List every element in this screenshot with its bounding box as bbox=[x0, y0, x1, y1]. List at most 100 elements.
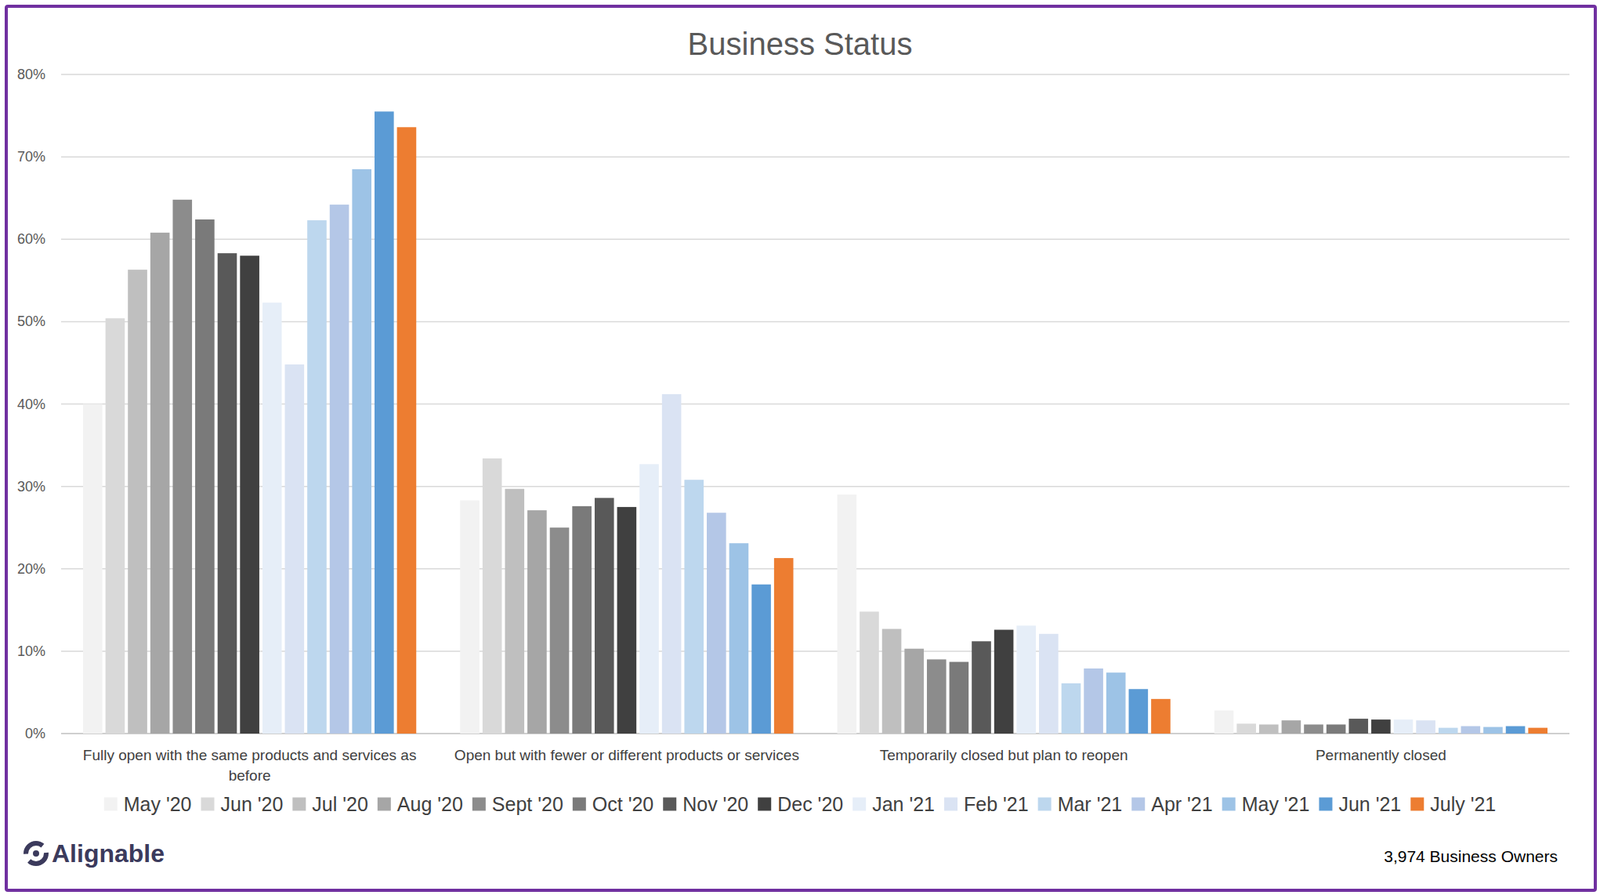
bar bbox=[1016, 625, 1036, 734]
legend-label: Jan '21 bbox=[872, 792, 935, 815]
bar bbox=[1129, 688, 1149, 734]
bar bbox=[1083, 668, 1104, 734]
category-label: Temporarily closed but plan to reopen bbox=[879, 746, 1129, 764]
legend-label: Feb '21 bbox=[963, 792, 1029, 815]
bar bbox=[1393, 719, 1414, 734]
bar bbox=[550, 527, 570, 734]
bar bbox=[374, 111, 395, 734]
legend-label: Dec '20 bbox=[777, 792, 844, 815]
legend-swatch bbox=[852, 797, 866, 811]
legend-label: Jun '20 bbox=[220, 792, 283, 815]
logo-icon bbox=[32, 850, 40, 857]
bar bbox=[285, 364, 305, 734]
category-label: Permanently closed bbox=[1315, 746, 1447, 764]
legend-label: July '21 bbox=[1429, 792, 1496, 815]
bar bbox=[904, 648, 924, 734]
bar bbox=[1415, 720, 1436, 734]
legend-label: Mar '21 bbox=[1057, 792, 1123, 815]
bar bbox=[527, 510, 547, 734]
logo-icon bbox=[25, 843, 47, 864]
legend-swatch bbox=[1038, 797, 1052, 811]
bar bbox=[239, 255, 260, 734]
y-tick-label: 80% bbox=[17, 66, 46, 83]
legend-swatch bbox=[662, 797, 677, 811]
legend-swatch bbox=[472, 797, 486, 811]
y-tick-label: 70% bbox=[17, 148, 46, 165]
legend-swatch bbox=[292, 797, 306, 811]
legend-label: May '20 bbox=[123, 792, 192, 815]
bar bbox=[127, 269, 148, 734]
legend-swatch bbox=[1131, 797, 1145, 811]
chart: Business Status0%10%20%30%40%50%60%70%80… bbox=[0, 0, 1600, 895]
bar bbox=[949, 662, 970, 734]
legend-label: Jun '21 bbox=[1338, 792, 1401, 815]
bar bbox=[1236, 723, 1257, 734]
grid-line bbox=[61, 73, 1570, 76]
bar bbox=[150, 232, 171, 734]
category-label: Fully open with the same products and se… bbox=[83, 746, 417, 784]
title: Business Status bbox=[687, 26, 913, 62]
bar bbox=[1371, 719, 1391, 734]
bar bbox=[1527, 727, 1548, 734]
logo: Alignable bbox=[25, 839, 165, 868]
bar bbox=[837, 494, 858, 734]
legend-swatch bbox=[1222, 797, 1236, 811]
grid-line bbox=[61, 238, 1570, 241]
bar bbox=[1326, 723, 1347, 734]
y-tick-label: 0% bbox=[25, 725, 46, 742]
legend-label: Jul '20 bbox=[311, 792, 368, 815]
legend-swatch bbox=[377, 797, 391, 811]
bar bbox=[459, 499, 480, 734]
legend-label: Nov '20 bbox=[682, 792, 749, 815]
bar bbox=[971, 640, 992, 734]
bar bbox=[83, 404, 103, 735]
bar bbox=[1505, 726, 1526, 734]
y-tick-label: 20% bbox=[17, 561, 46, 577]
bar bbox=[1259, 723, 1279, 734]
legend-swatch bbox=[1410, 797, 1424, 811]
bar bbox=[1281, 720, 1302, 734]
bar bbox=[1061, 683, 1082, 734]
y-tick-label: 60% bbox=[17, 231, 46, 247]
bar bbox=[1438, 727, 1459, 734]
bar bbox=[774, 557, 794, 734]
bar bbox=[994, 629, 1014, 734]
bar bbox=[1214, 710, 1235, 734]
bar bbox=[706, 512, 727, 734]
bar bbox=[397, 126, 417, 734]
bar bbox=[307, 220, 327, 734]
legend-label: Oct '20 bbox=[592, 792, 654, 815]
grid bbox=[61, 74, 1570, 734]
bar bbox=[172, 199, 192, 734]
bar bbox=[482, 458, 503, 734]
legend-label: May '21 bbox=[1241, 792, 1311, 815]
bar bbox=[684, 479, 704, 734]
bar bbox=[262, 302, 283, 734]
bar bbox=[639, 463, 659, 734]
bar bbox=[751, 584, 772, 734]
bar bbox=[594, 497, 615, 734]
legend-swatch bbox=[944, 797, 958, 811]
bars bbox=[83, 111, 1548, 734]
legend: May '20Jun '20Jul '20Aug '20Sept '20Oct … bbox=[104, 792, 1497, 815]
bar bbox=[1106, 672, 1126, 734]
grid-line bbox=[61, 321, 1570, 323]
y-tick-label: 30% bbox=[17, 478, 46, 495]
legend-label: Sept '20 bbox=[492, 792, 564, 815]
legend-swatch bbox=[572, 797, 587, 811]
legend-swatch bbox=[1318, 797, 1333, 811]
bar bbox=[1461, 726, 1481, 734]
logo-text: Alignable bbox=[51, 839, 165, 868]
legend-swatch bbox=[200, 797, 214, 811]
bar bbox=[195, 219, 215, 734]
bar bbox=[351, 169, 372, 734]
bar bbox=[926, 658, 947, 734]
bar bbox=[617, 506, 638, 734]
grid-line bbox=[61, 155, 1570, 158]
note: 3,974 Business Owners bbox=[1383, 847, 1558, 866]
bar bbox=[504, 488, 525, 734]
bar bbox=[882, 628, 902, 734]
y-tick-label: 50% bbox=[17, 313, 46, 330]
bar bbox=[1151, 698, 1171, 734]
bar bbox=[1483, 727, 1503, 734]
